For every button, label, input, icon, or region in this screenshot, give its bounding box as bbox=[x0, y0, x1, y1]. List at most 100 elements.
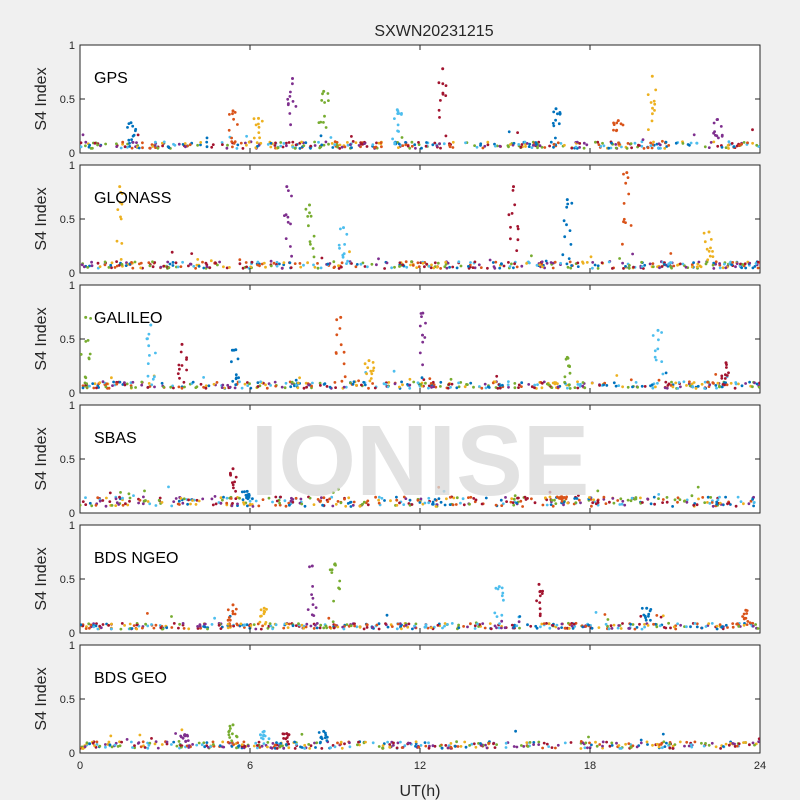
data-point bbox=[243, 745, 247, 748]
data-point bbox=[676, 263, 679, 267]
data-point bbox=[601, 746, 604, 750]
data-point bbox=[576, 380, 579, 384]
data-point bbox=[635, 745, 639, 749]
data-point bbox=[199, 143, 202, 147]
data-point bbox=[610, 627, 614, 630]
data-point bbox=[693, 740, 697, 744]
data-point bbox=[657, 745, 661, 749]
data-point bbox=[296, 386, 300, 390]
data-point bbox=[230, 140, 234, 144]
data-point bbox=[538, 612, 542, 616]
data-point bbox=[354, 141, 358, 145]
data-point bbox=[230, 136, 234, 140]
data-point bbox=[746, 141, 749, 145]
data-point bbox=[653, 502, 656, 506]
data-point bbox=[148, 146, 152, 150]
data-point bbox=[430, 263, 433, 267]
data-point bbox=[185, 368, 189, 372]
data-point bbox=[333, 140, 337, 144]
data-point bbox=[441, 82, 445, 86]
data-point bbox=[120, 242, 124, 245]
data-point bbox=[718, 623, 722, 626]
data-point bbox=[332, 626, 336, 630]
data-point bbox=[98, 744, 102, 748]
data-point bbox=[619, 497, 623, 501]
data-point bbox=[156, 746, 160, 750]
data-point bbox=[719, 125, 723, 128]
data-point bbox=[271, 627, 274, 631]
data-points bbox=[80, 311, 760, 390]
data-point bbox=[256, 144, 259, 148]
data-point bbox=[431, 380, 435, 384]
data-point bbox=[289, 222, 292, 226]
data-point bbox=[365, 626, 369, 629]
data-point bbox=[287, 622, 291, 626]
data-point bbox=[558, 112, 562, 115]
data-point bbox=[509, 500, 513, 504]
data-point bbox=[290, 254, 293, 258]
data-point bbox=[487, 386, 491, 389]
data-point bbox=[601, 744, 604, 748]
data-point bbox=[311, 381, 314, 385]
data-point bbox=[166, 260, 170, 264]
data-point bbox=[245, 623, 249, 627]
data-point bbox=[275, 741, 278, 744]
data-point bbox=[257, 740, 261, 744]
data-point bbox=[538, 590, 542, 594]
data-point bbox=[119, 190, 123, 194]
data-point bbox=[623, 503, 627, 507]
data-point bbox=[286, 220, 290, 224]
data-point bbox=[500, 613, 504, 617]
data-point bbox=[692, 133, 696, 137]
data-point bbox=[139, 266, 143, 270]
data-point bbox=[744, 741, 747, 744]
data-point bbox=[565, 223, 568, 227]
data-point bbox=[566, 202, 570, 206]
data-point bbox=[107, 266, 111, 269]
data-point bbox=[660, 265, 664, 268]
data-point bbox=[110, 504, 114, 507]
data-point bbox=[401, 263, 405, 267]
data-point bbox=[361, 261, 365, 265]
data-point bbox=[358, 743, 361, 747]
data-point bbox=[563, 741, 567, 745]
data-point bbox=[629, 378, 633, 382]
data-point bbox=[720, 374, 724, 378]
data-point bbox=[608, 500, 611, 504]
data-point bbox=[712, 267, 716, 270]
data-point bbox=[408, 377, 412, 381]
data-point bbox=[429, 266, 433, 270]
data-point bbox=[365, 623, 369, 626]
data-point bbox=[653, 355, 657, 359]
data-point bbox=[261, 498, 265, 501]
data-point bbox=[742, 612, 746, 616]
data-point bbox=[540, 592, 544, 595]
data-point bbox=[146, 374, 150, 378]
data-point bbox=[667, 144, 671, 147]
data-point bbox=[257, 122, 260, 126]
data-point bbox=[751, 385, 754, 389]
data-point bbox=[114, 497, 118, 501]
data-point bbox=[283, 386, 287, 390]
data-point bbox=[307, 224, 310, 228]
data-point bbox=[591, 266, 594, 270]
data-point bbox=[617, 142, 621, 146]
data-point bbox=[252, 744, 256, 748]
data-point bbox=[377, 745, 381, 748]
data-point bbox=[319, 499, 322, 503]
data-point bbox=[81, 384, 85, 388]
data-point bbox=[214, 261, 217, 265]
peak-point bbox=[291, 77, 294, 80]
data-point bbox=[486, 143, 490, 147]
data-point bbox=[151, 377, 155, 381]
data-point bbox=[81, 747, 85, 750]
data-point bbox=[315, 622, 319, 625]
data-point bbox=[646, 93, 650, 96]
data-point bbox=[562, 503, 565, 507]
data-point bbox=[604, 622, 608, 626]
data-point bbox=[87, 357, 91, 361]
data-point bbox=[526, 745, 530, 748]
data-point bbox=[302, 263, 305, 267]
data-point bbox=[600, 261, 604, 265]
data-point bbox=[439, 380, 443, 384]
